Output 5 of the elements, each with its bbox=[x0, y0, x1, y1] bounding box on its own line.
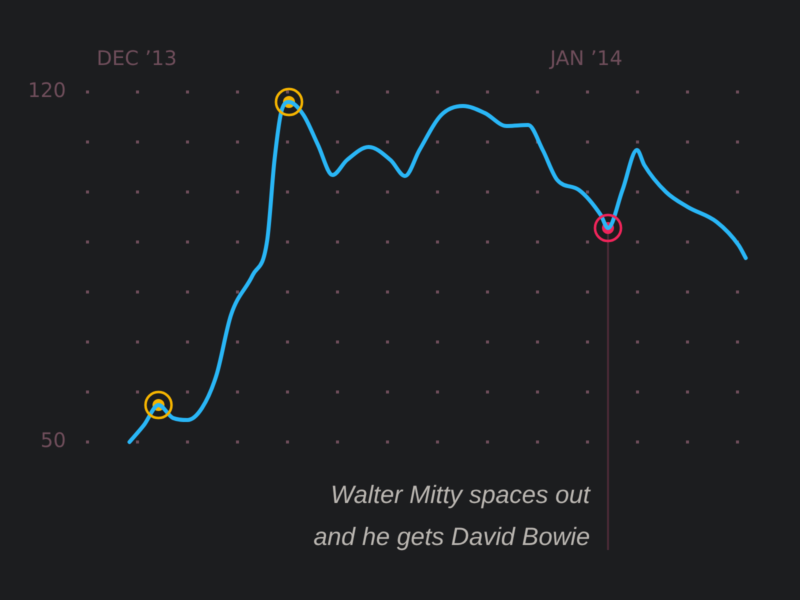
text: Walter Mitty spaces out and he gets David Bowie bbox=[313, 481, 592, 551]
x-tick-label: DEC ’13 bbox=[96, 46, 177, 70]
y-tick-label: 120 bbox=[28, 78, 66, 102]
y-tick-label: 50 bbox=[40, 428, 66, 452]
x-tick-label: JAN ’14 bbox=[548, 46, 622, 70]
